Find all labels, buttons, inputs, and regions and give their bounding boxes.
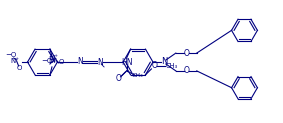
Text: O: O [17,65,22,71]
Text: N⁺: N⁺ [50,55,58,61]
Text: O: O [58,59,64,65]
Text: −O: −O [41,58,53,64]
Text: N: N [97,58,103,68]
Text: CH₃: CH₃ [132,73,143,78]
Text: CH₃: CH₃ [165,63,177,69]
Text: O: O [151,62,157,70]
Text: Br: Br [48,55,56,65]
Text: O: O [184,49,190,58]
Text: N⁺: N⁺ [10,58,19,64]
Text: N: N [78,57,83,67]
Text: N: N [161,57,167,67]
Text: O: O [184,66,190,75]
Text: HN: HN [121,58,132,67]
Text: −O: −O [5,52,16,58]
Text: O: O [116,74,122,83]
